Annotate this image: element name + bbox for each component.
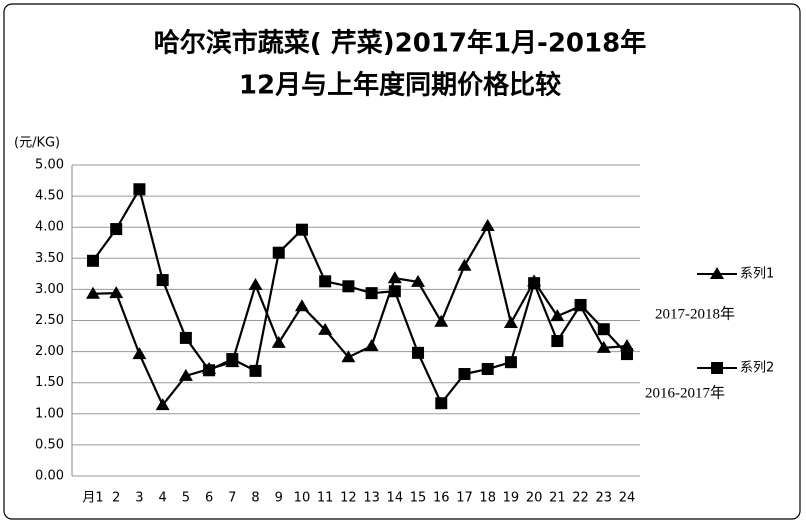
legend-marker: [710, 267, 724, 279]
data-point: [480, 218, 495, 231]
x-tick-label: 3: [135, 491, 143, 506]
y-tick-label: 4.00: [35, 220, 64, 235]
data-point: [620, 339, 634, 352]
data-point: [574, 298, 587, 311]
x-tick-label: 23: [596, 491, 613, 506]
data-point: [528, 277, 541, 290]
data-point: [551, 335, 564, 348]
data-point: [155, 398, 170, 411]
x-tick-label: 8: [251, 491, 259, 506]
chart-title: 12月与上年度同期价格比较: [239, 70, 561, 101]
x-tick-label: 6: [205, 491, 213, 506]
data-point: [411, 274, 426, 287]
x-tick-label: 15: [410, 491, 427, 506]
x-tick-label: 13: [363, 491, 380, 506]
x-tick-label: 19: [503, 491, 520, 506]
data-point: [342, 280, 355, 293]
x-tick-label: 月1: [82, 491, 103, 506]
x-tick-label: 18: [479, 491, 496, 506]
x-tick-label: 9: [275, 491, 283, 506]
data-point: [597, 323, 610, 336]
legend-label: 系列1: [740, 267, 774, 282]
data-point: [133, 183, 146, 196]
data-point: [109, 286, 124, 299]
y-tick-label: 5.00: [35, 158, 64, 173]
y-tick-label: 0.50: [35, 437, 64, 452]
data-point: [621, 348, 633, 361]
data-point: [503, 315, 518, 328]
data-point: [550, 309, 565, 322]
data-point: [341, 350, 356, 363]
x-tick-label: 17: [456, 491, 473, 506]
data-point: [504, 356, 517, 369]
data-point: [132, 347, 147, 360]
y-tick-label: 2.00: [35, 344, 64, 359]
data-point: [412, 346, 425, 359]
y-tick-label: 1.00: [35, 406, 64, 421]
data-point: [364, 339, 379, 352]
y-axis-label: (元/KG): [14, 136, 60, 151]
data-point: [272, 246, 285, 259]
x-tick-label: 4: [159, 491, 167, 506]
series-line: [92, 186, 628, 406]
x-tick-label: 24: [619, 491, 636, 506]
y-tick-label: 4.50: [35, 189, 64, 204]
data-point: [271, 335, 286, 348]
x-tick-label: 11: [317, 491, 334, 506]
data-point: [435, 397, 448, 410]
x-tick-label: 20: [526, 491, 543, 506]
legend-label: 系列2: [740, 361, 774, 376]
data-point: [387, 271, 402, 284]
chart-frame: [3, 3, 801, 520]
annotation: 2016-2017年: [645, 384, 725, 401]
x-tick-label: 22: [572, 491, 589, 506]
y-tick-label: 2.50: [35, 313, 64, 328]
x-tick-label: 5: [182, 491, 190, 506]
data-point: [596, 340, 611, 353]
x-tick-label: 10: [294, 491, 311, 506]
data-point: [458, 367, 471, 380]
data-point: [365, 287, 378, 300]
data-point: [457, 258, 472, 271]
data-point: [156, 274, 169, 287]
x-tick-label: 21: [549, 491, 566, 506]
x-tick-label: 16: [433, 491, 450, 506]
data-point: [295, 223, 308, 236]
x-tick-label: 2: [112, 491, 120, 506]
data-point: [248, 278, 263, 291]
data-point: [226, 353, 239, 366]
data-point: [294, 299, 309, 312]
data-point: [388, 285, 401, 298]
legend-marker: [711, 362, 723, 374]
data-point: [319, 275, 332, 288]
data-point: [434, 314, 449, 327]
data-point: [249, 364, 262, 377]
annotation: 2017-2018年: [655, 305, 735, 322]
data-point: [203, 364, 216, 377]
data-point: [86, 286, 100, 299]
x-tick-label: 14: [387, 491, 404, 506]
y-tick-label: 1.50: [35, 375, 64, 390]
data-point: [87, 254, 99, 267]
data-point: [318, 322, 333, 335]
y-tick-label: 3.00: [35, 282, 64, 297]
data-point: [179, 331, 192, 344]
data-point: [178, 368, 193, 381]
x-tick-label: 7: [228, 491, 236, 506]
data-point: [110, 223, 123, 236]
data-point: [481, 363, 494, 376]
y-tick-label: 0.00: [35, 469, 64, 484]
y-tick-label: 3.50: [35, 251, 64, 266]
chart-title: 哈尔滨市蔬菜( 芹菜)2017年1月-2018年: [154, 28, 646, 59]
x-tick-label: 12: [340, 491, 357, 506]
